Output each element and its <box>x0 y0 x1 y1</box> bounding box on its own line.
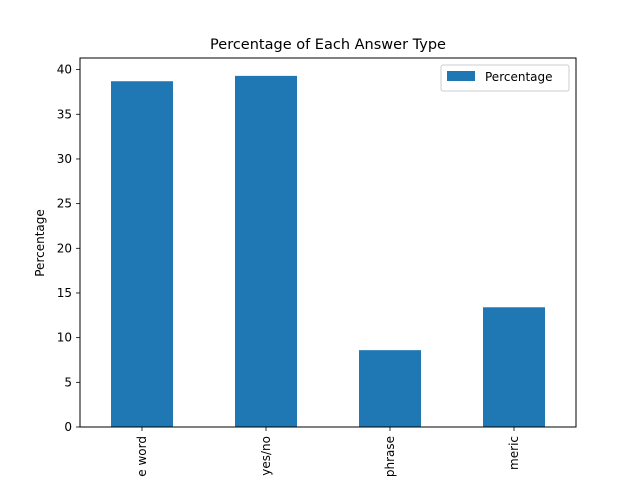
legend-swatch <box>447 71 475 81</box>
x-tick-label-2: phrase <box>383 436 397 477</box>
y-tick-label-5: 25 <box>57 197 72 211</box>
x-axis: e word yes/no phrase meric <box>135 427 521 477</box>
bar-3 <box>483 307 545 427</box>
chart-title: Percentage of Each Answer Type <box>210 37 446 53</box>
y-tick-label-0: 0 <box>64 420 72 434</box>
plot-frame <box>79 57 577 428</box>
x-tick-label-3: meric <box>507 436 521 470</box>
y-axis: 0 5 10 15 20 25 30 35 40 <box>57 63 80 434</box>
y-tick-label-1: 5 <box>64 375 72 389</box>
legend: Percentage <box>440 64 570 92</box>
y-tick-label-2: 10 <box>57 331 72 345</box>
y-tick-label-7: 35 <box>57 107 72 121</box>
x-tick-label-1: yes/no <box>259 436 273 476</box>
y-tick-label-3: 15 <box>57 286 72 300</box>
bar-0 <box>111 81 173 427</box>
y-tick-label-8: 40 <box>57 63 72 77</box>
bars-group <box>111 75 545 428</box>
bar-2 <box>359 350 421 427</box>
y-tick-label-6: 30 <box>57 152 72 166</box>
x-tick-label-0: e word <box>135 436 149 477</box>
legend-label: Percentage <box>485 70 553 84</box>
y-axis-label: Percentage <box>33 209 47 277</box>
y-tick-label-4: 20 <box>57 241 72 255</box>
bar-1 <box>235 75 297 428</box>
